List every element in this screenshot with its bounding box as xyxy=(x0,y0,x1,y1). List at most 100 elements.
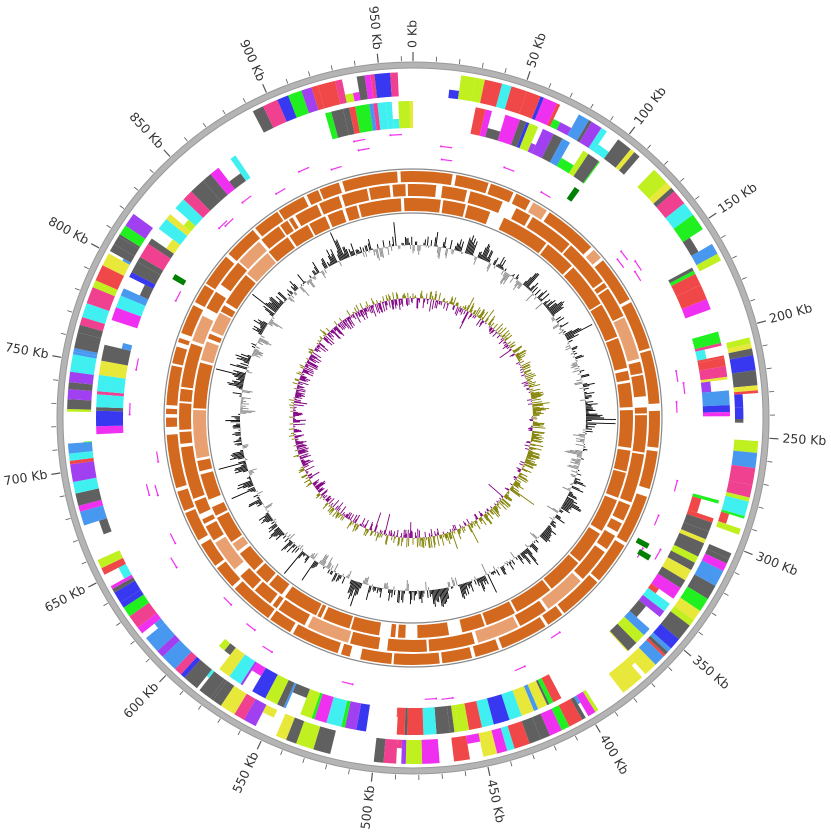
gc-skew-bar xyxy=(369,305,374,314)
gc-content-bar xyxy=(540,293,550,302)
gc-skew-bar xyxy=(449,296,453,305)
gc-content-bar xyxy=(301,560,316,581)
gc-skew-bar xyxy=(307,473,313,477)
gc-content-bar xyxy=(462,583,468,596)
gc-skew-bar xyxy=(513,483,519,487)
blast-hit xyxy=(295,204,322,227)
blast-hit xyxy=(202,514,216,524)
gc-content-bar xyxy=(576,455,582,458)
minor-tick xyxy=(532,754,535,760)
minor-tick xyxy=(52,379,59,381)
forward-cds xyxy=(313,726,336,754)
reverse-cds xyxy=(230,155,251,181)
gc-content-bar xyxy=(486,262,491,269)
forward-cds xyxy=(213,680,235,706)
gc-skew-bar xyxy=(347,512,353,520)
repeat-feature xyxy=(330,165,342,171)
blast-hit xyxy=(211,312,232,336)
repeat-feature xyxy=(503,166,515,172)
repeat-feature xyxy=(169,533,177,545)
gc-content-bar xyxy=(307,280,310,284)
reverse-cds xyxy=(355,104,373,133)
forward-cds xyxy=(682,237,699,256)
blast-hit xyxy=(615,370,630,383)
blast-hit xyxy=(270,610,296,633)
gc-content-bar xyxy=(232,392,242,395)
gc-content-bar xyxy=(282,533,285,536)
gc-content-bar xyxy=(566,334,575,340)
gc-content-bar xyxy=(273,526,280,532)
gc-skew-bar xyxy=(452,302,454,305)
gc-skew-bar xyxy=(324,336,329,341)
blast-hit xyxy=(217,512,243,543)
gc-content-bar xyxy=(504,562,507,565)
gc-skew-bar xyxy=(524,382,529,385)
gc-skew-bar xyxy=(526,379,531,382)
gc-content-bar xyxy=(271,524,277,529)
forward-cds xyxy=(110,574,134,590)
forward-cds xyxy=(721,509,745,519)
gc-content-bar xyxy=(579,387,584,390)
forward-cds xyxy=(162,640,192,670)
blast-hit xyxy=(403,198,413,212)
gc-skew-bar xyxy=(375,532,379,542)
blast-hit xyxy=(247,253,277,283)
gc-skew-bar xyxy=(310,354,318,359)
forward-cds xyxy=(120,589,144,608)
gc-content-bar xyxy=(242,446,247,449)
minor-tick xyxy=(285,78,289,84)
gc-skew-bar xyxy=(315,482,324,489)
gc-content-bar xyxy=(388,589,391,601)
major-tick xyxy=(256,740,262,750)
gc-content-bar xyxy=(265,517,272,523)
gc-content-bar xyxy=(566,342,570,345)
gc-skew-bar xyxy=(342,511,345,516)
gc-skew-bar xyxy=(390,530,393,536)
gc-skew-bar xyxy=(521,374,526,377)
gc-content-bar xyxy=(312,276,316,281)
gc-content-bar xyxy=(571,485,580,490)
gc-content-bar xyxy=(439,588,443,607)
reverse-cds xyxy=(407,707,424,736)
gc-content-bar xyxy=(347,579,354,594)
gc-skew-bar xyxy=(309,479,311,482)
gc-content-bar xyxy=(350,243,356,256)
blast-hit xyxy=(319,182,342,200)
gc-content-bar xyxy=(564,450,583,456)
tick-label: 0 Kb xyxy=(405,20,420,48)
gc-skew-bar xyxy=(496,503,499,506)
tick-label: 950 Kb xyxy=(366,5,385,50)
blast-hit xyxy=(228,229,260,262)
gc-content-bar xyxy=(434,589,437,601)
repeat-feature xyxy=(224,217,234,227)
gc-skew-bar xyxy=(336,502,344,511)
gc-content-bar xyxy=(270,527,280,536)
gc-content-bar xyxy=(568,493,577,499)
minor-tick xyxy=(149,169,154,174)
gc-content-bar xyxy=(442,241,445,248)
gc-skew-bar xyxy=(316,493,321,497)
gc-content-bar xyxy=(355,249,358,255)
reverse-cds xyxy=(251,662,266,677)
gc-skew-bar xyxy=(505,493,509,497)
gc-skew-bar xyxy=(337,513,342,519)
gc-content-bar xyxy=(474,579,477,585)
forward-cds xyxy=(573,695,581,705)
gc-skew-bar xyxy=(393,536,396,544)
gc-content-bar xyxy=(308,279,315,288)
gc-content-bar xyxy=(449,239,453,250)
gc-content-bar xyxy=(559,327,562,330)
gc-content-bar xyxy=(235,434,241,436)
gc-content-bar xyxy=(339,575,342,580)
gc-content-bar xyxy=(338,261,342,267)
gc-skew-bar xyxy=(481,316,484,320)
gc-skew-bar xyxy=(384,514,391,535)
gc-skew-bar xyxy=(422,298,425,309)
forward-cds xyxy=(263,99,287,128)
gc-content-bar xyxy=(350,250,354,257)
gc-skew-bar xyxy=(370,305,373,309)
gc-skew-bar xyxy=(342,320,347,327)
reverse-cds xyxy=(686,509,714,523)
minor-tick xyxy=(237,730,241,736)
